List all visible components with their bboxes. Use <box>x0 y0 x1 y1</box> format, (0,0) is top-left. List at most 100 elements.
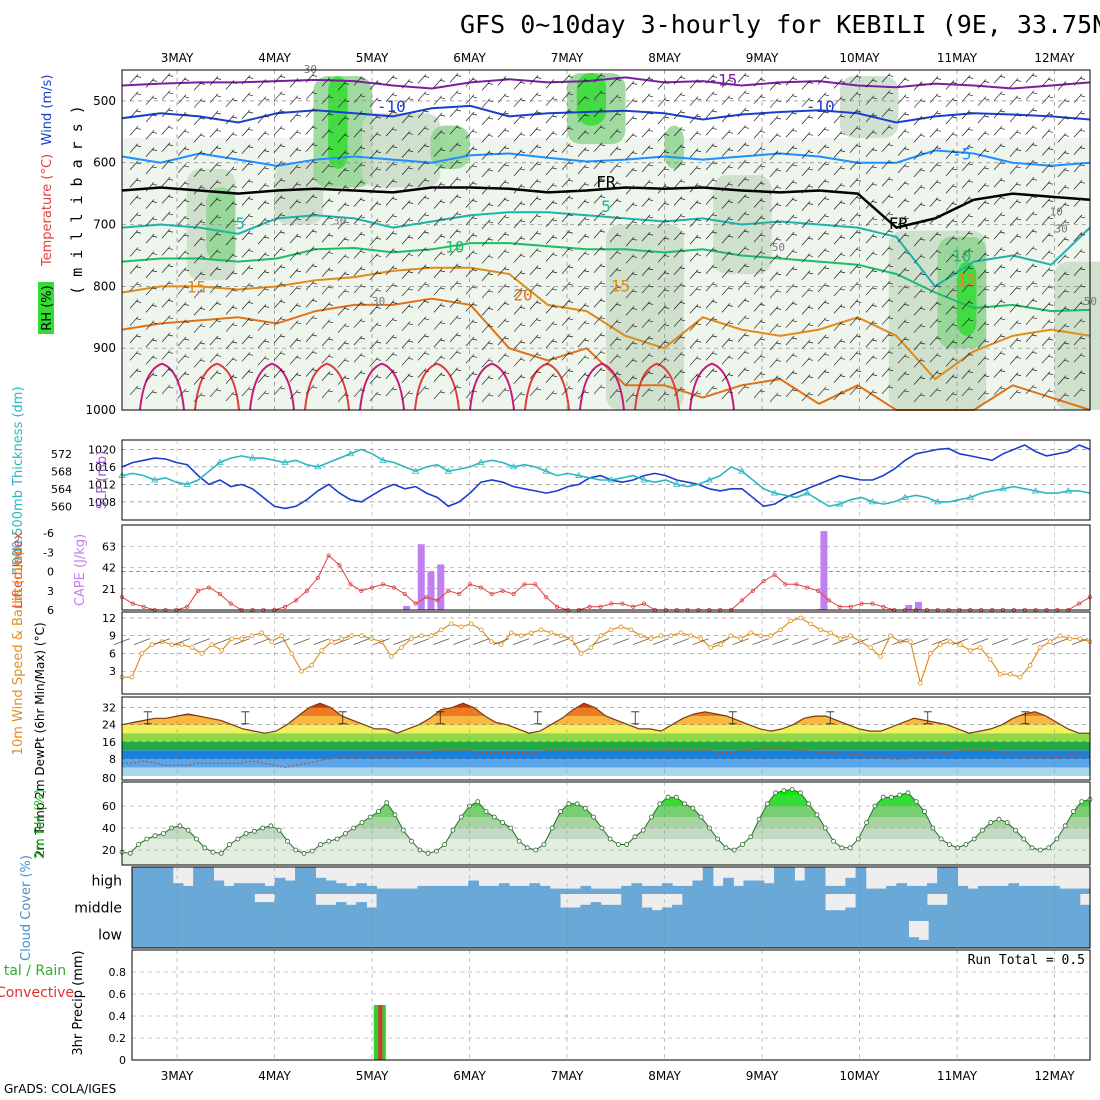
wind-barb <box>465 371 478 381</box>
wind-barb <box>1073 179 1086 190</box>
wind-barb <box>465 146 478 156</box>
wind-barb <box>1009 147 1022 157</box>
wind-barb <box>177 388 190 399</box>
wind-barb <box>817 109 830 120</box>
wind-barb <box>977 113 990 124</box>
wind-barb <box>993 229 1006 240</box>
wind-barb <box>785 110 798 121</box>
wind-barb <box>769 219 782 230</box>
cloud-bar <box>868 921 879 948</box>
wind-barb <box>625 150 638 160</box>
wind-barb <box>577 216 590 227</box>
wind-barb <box>593 159 606 170</box>
wind-barb <box>385 248 398 258</box>
wind-barb <box>1041 94 1054 104</box>
wind-barb <box>753 302 766 312</box>
contour-label: 30 <box>1055 223 1068 236</box>
wind-barb <box>161 73 174 83</box>
wind-barb <box>145 337 158 348</box>
wind-barb <box>225 287 238 298</box>
wind-barb <box>753 163 766 174</box>
wind-barb <box>673 230 686 241</box>
wind-barb <box>673 213 686 224</box>
wind-barb <box>273 247 286 257</box>
data-marker <box>798 790 803 796</box>
wind-barb <box>673 352 686 362</box>
wind-barb <box>353 301 366 311</box>
wind-barb <box>952 638 969 645</box>
cloud-bar <box>794 894 806 921</box>
wind-barb <box>225 270 238 280</box>
wind-barb <box>529 144 542 154</box>
wind-barb <box>337 167 350 178</box>
wind-barb <box>273 351 286 361</box>
contour-label: 50 <box>772 241 785 254</box>
wind-barb <box>241 144 254 154</box>
cloud-bar <box>763 894 775 921</box>
cloud-bar <box>753 880 765 894</box>
data-marker <box>574 801 580 807</box>
wind-barb <box>465 111 478 122</box>
wind-barb <box>625 254 638 264</box>
isotherm-line <box>121 186 1091 229</box>
data-marker <box>468 621 474 627</box>
credit-text: GrADS: COLA/IGES <box>4 1082 117 1096</box>
wind-barb <box>945 235 958 246</box>
cloud-bar <box>896 883 908 894</box>
wind-barb <box>913 236 926 247</box>
data-marker <box>997 671 1003 677</box>
rh-area <box>957 261 977 336</box>
data-marker <box>329 639 334 644</box>
y-axis-label: 3hr Precip (mm) <box>71 950 86 1055</box>
wind-barb <box>129 126 142 136</box>
wind-barb <box>529 213 542 224</box>
wind-barb <box>865 164 878 175</box>
wind-barb <box>1073 318 1086 328</box>
data-marker <box>913 799 919 804</box>
wind-barb <box>129 333 142 344</box>
data-marker <box>908 639 913 644</box>
wind-barb <box>449 298 462 308</box>
chart-title: GFS 0~10day 3-hourly for KEBILI (9E, 33.… <box>460 10 1100 39</box>
wind-barb <box>129 351 142 361</box>
data-marker <box>632 834 638 840</box>
wind-barb <box>273 368 286 378</box>
wind-barb <box>241 300 254 310</box>
cloud-bar <box>1059 894 1071 921</box>
cloud-bar <box>203 894 215 921</box>
wind-barb <box>577 303 590 313</box>
wind-barb <box>433 233 446 244</box>
wind-barb <box>769 150 782 160</box>
wind-barb <box>705 333 718 344</box>
wind-barb <box>321 94 334 104</box>
wind-barb <box>705 385 718 396</box>
wind-barb <box>337 358 350 368</box>
data-marker <box>1054 836 1060 842</box>
contour-label: 30 <box>372 295 385 308</box>
data-marker <box>380 582 386 587</box>
y-tick-label: 0.8 <box>109 966 127 979</box>
data-marker <box>740 842 745 847</box>
wind-barb <box>369 305 382 315</box>
wind-barb <box>849 316 862 326</box>
wind-barb <box>689 286 702 297</box>
wind-barb <box>881 384 894 395</box>
wind-barb <box>737 211 750 222</box>
cloud-bar <box>313 921 325 948</box>
data-marker <box>411 467 420 474</box>
wind-barb <box>145 389 158 400</box>
wind-barb <box>337 202 350 212</box>
wind-barb <box>913 306 926 316</box>
surface-isotherm <box>194 362 240 411</box>
wind-barb <box>721 303 734 313</box>
data-marker <box>657 801 663 807</box>
wind-barb <box>993 264 1006 274</box>
data-marker <box>980 827 985 833</box>
wind-barb <box>993 126 1006 136</box>
wind-barb <box>641 76 654 86</box>
data-marker <box>376 809 381 814</box>
wind-barb <box>305 228 318 239</box>
wind-barb <box>257 390 270 401</box>
y-tick-label: 3 <box>109 665 116 678</box>
wind-barb <box>641 110 654 121</box>
